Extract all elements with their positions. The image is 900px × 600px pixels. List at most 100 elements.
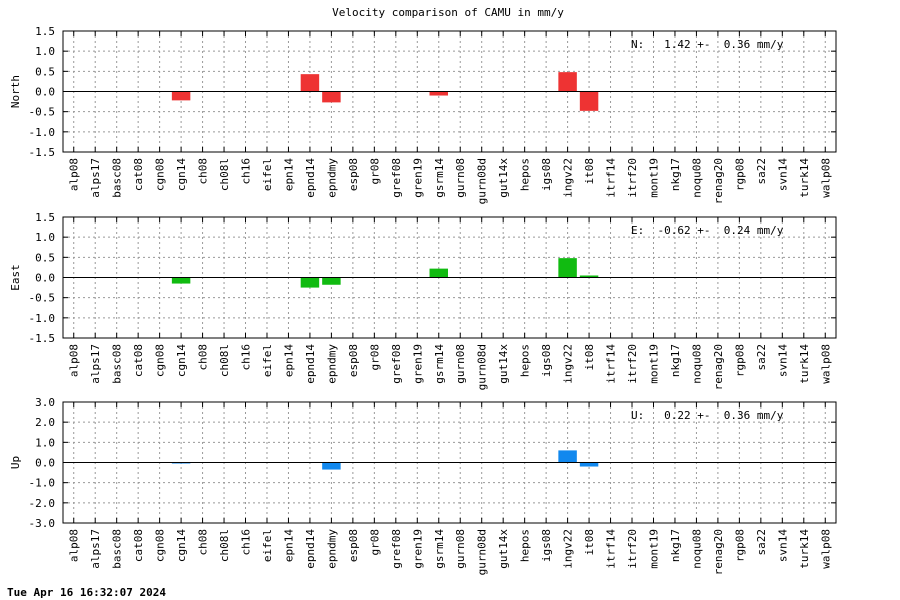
y-tick-label: 3.0 (35, 396, 55, 409)
x-tick-label: epnd14 (304, 344, 317, 384)
y-tick-label: 1.5 (35, 211, 55, 224)
x-tick-label: alp08 (68, 529, 81, 562)
y-tick-label: 0.0 (35, 457, 55, 470)
bar-east-cgn14 (171, 277, 191, 284)
x-tick-label: gurn08d (476, 158, 489, 204)
x-tick-label: itrf14 (605, 158, 618, 198)
bar-east-epndmy (322, 277, 341, 285)
bar-north-it08 (579, 91, 599, 111)
x-tick-label: epndmy (325, 344, 338, 384)
x-tick-label: mont19 (647, 158, 660, 198)
x-tick-label: cgn14 (175, 158, 188, 191)
y-tick-label: -1.5 (29, 332, 56, 345)
x-tick-label: rgp08 (733, 158, 746, 191)
x-tick-label: gut14x (497, 344, 510, 384)
x-tick-label: cgn14 (175, 344, 188, 377)
bar-up-ingv22 (558, 450, 577, 463)
x-tick-label: svn14 (776, 158, 789, 191)
x-tick-label: ch08 (197, 529, 210, 556)
x-tick-label: esp08 (347, 529, 360, 562)
bar-east-gsrm14 (429, 268, 448, 278)
y-tick-label: -2.0 (29, 497, 56, 510)
x-tick-label: gr08 (368, 344, 381, 371)
x-tick-label: hepos (519, 529, 532, 562)
y-tick-label: 2.0 (35, 416, 55, 429)
y-axis-label: Up (9, 456, 22, 469)
x-tick-label: itrf20 (626, 529, 639, 569)
x-tick-label: ingv22 (562, 158, 575, 198)
x-tick-label: gut14x (497, 529, 510, 569)
x-tick-label: alps17 (89, 158, 102, 198)
plot-frame (62, 30, 837, 153)
x-tick-label: svn14 (776, 529, 789, 562)
x-tick-label: gref08 (390, 158, 403, 198)
x-tick-label: itrf14 (605, 529, 618, 569)
x-tick-label: itrf20 (626, 344, 639, 384)
x-tick-label: gref08 (390, 529, 403, 569)
x-tick-label: walp08 (819, 158, 832, 198)
chart-panels: 1.5 1.0 0.5 0.0 -0.5 -1.0 -1.5 alp08 alps17 basc0… (9, 25, 837, 575)
x-tick-label: it08 (583, 158, 596, 185)
x-tick-label: epn14 (282, 529, 295, 562)
x-tick-label: hepos (519, 344, 532, 377)
x-tick-label: renag20 (712, 529, 725, 575)
x-tick-label: cgn14 (175, 529, 188, 562)
x-tick-label: mont19 (647, 529, 660, 569)
bar-up-epndmy (322, 462, 341, 470)
bar-north-cgn14 (171, 91, 191, 101)
y-axis-label: East (9, 264, 22, 291)
x-tick-label: gurn08 (454, 158, 467, 198)
x-tick-label: epnd14 (304, 158, 317, 198)
y-tick-label: 1.0 (35, 436, 55, 449)
velocity-annotation: U: 0.22 +- 0.36 mm/y (631, 409, 784, 422)
x-tick-label: gsrm14 (433, 529, 446, 569)
x-tick-label: rgp08 (733, 529, 746, 562)
x-tick-label: ch08 (197, 344, 210, 371)
y-axis-label: North (9, 75, 22, 108)
x-tick-label: ingv22 (562, 529, 575, 569)
x-tick-label: epn14 (282, 158, 295, 191)
x-tick-label: gr08 (368, 158, 381, 185)
x-tick-label: eifel (261, 529, 274, 562)
x-tick-label: sa22 (755, 158, 768, 185)
x-tick-label: gref08 (390, 344, 403, 384)
y-tick-label: 0.0 (35, 272, 55, 285)
x-tick-label: eifel (261, 158, 274, 191)
y-tick-label: -1.0 (29, 477, 56, 490)
x-tick-label: esp08 (347, 158, 360, 191)
panel-up: 3.0 2.0 1.0 0.0 -1.0 -2.0 -3.0 alp08 alps17 basc0… (9, 396, 837, 575)
x-tick-label: noqu08 (690, 344, 703, 384)
x-tick-label: ingv22 (562, 344, 575, 384)
x-tick-label: ch16 (240, 344, 253, 371)
x-tick-label: gren19 (411, 158, 424, 198)
x-tick-label: gurn08d (476, 344, 489, 390)
velocity-annotation: N: 1.42 +- 0.36 mm/y (631, 38, 784, 51)
x-tick-label: basc08 (111, 344, 124, 384)
x-tick-label: cat08 (132, 344, 145, 377)
y-tick-label: 1.0 (35, 231, 55, 244)
y-tick-label: 1.5 (35, 25, 55, 38)
x-tick-label: alps17 (89, 529, 102, 569)
x-tick-label: cgn08 (154, 344, 167, 377)
x-tick-label: hepos (519, 158, 532, 191)
y-tick-label: -1.0 (29, 312, 56, 325)
y-tick-label: -0.5 (29, 106, 56, 119)
x-tick-label: it08 (583, 529, 596, 556)
bar-up-it08 (579, 462, 599, 467)
x-tick-label: ch16 (240, 158, 253, 185)
x-tick-label: alp08 (68, 158, 81, 191)
bar-north-epndmy (322, 91, 341, 103)
x-tick-label: turk14 (798, 344, 811, 384)
panel-north: 1.5 1.0 0.5 0.0 -0.5 -1.0 -1.5 alp08 alps17 basc0… (9, 25, 837, 204)
x-tick-label: mont19 (647, 344, 660, 384)
x-tick-label: cgn08 (154, 529, 167, 562)
bar-up-cgn14 (171, 462, 191, 464)
x-tick-label: gren19 (411, 344, 424, 384)
bar-north-epnd14 (300, 74, 320, 92)
x-tick-label: gurn08 (454, 529, 467, 569)
x-tick-label: ch08l (218, 529, 231, 562)
bar-east-ingv22 (558, 258, 577, 278)
y-tick-label: 0.0 (35, 86, 55, 99)
x-tick-label: turk14 (798, 529, 811, 569)
x-tick-label: walp08 (819, 529, 832, 569)
